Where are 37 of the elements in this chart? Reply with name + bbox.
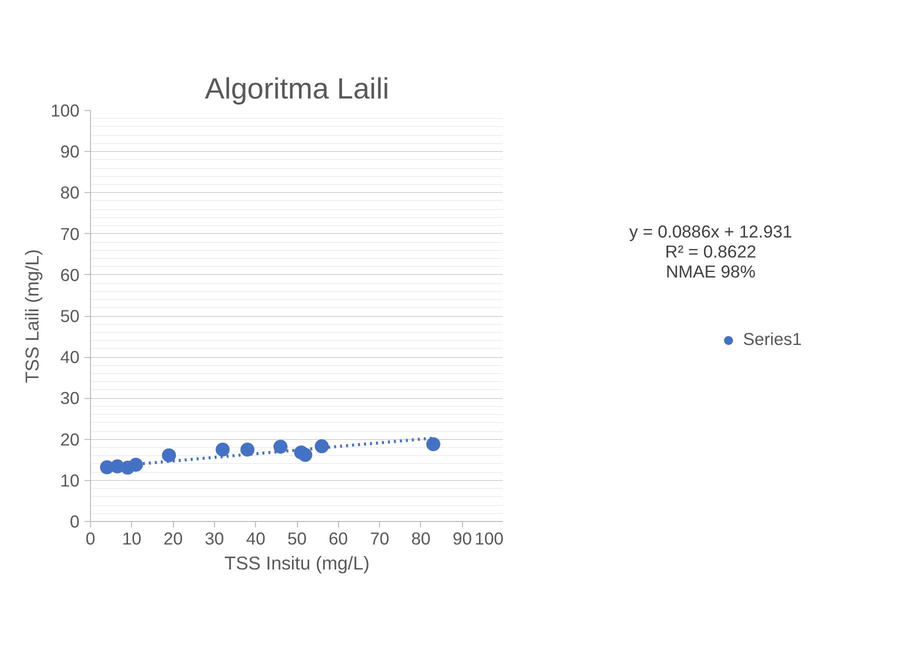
y-tick-label: 30 [60, 388, 80, 408]
point [128, 458, 143, 472]
x-tick-label: 40 [246, 528, 266, 548]
x-tick-label: 100 [474, 528, 504, 548]
point [240, 442, 254, 457]
point [426, 437, 440, 452]
x-tick-label: 80 [411, 528, 431, 548]
point [273, 440, 288, 454]
x-tick-label: 10 [122, 528, 142, 548]
text: NMAE 98% [666, 262, 756, 282]
x-tick-label: 30 [204, 528, 224, 548]
y-tick-label: 40 [60, 347, 80, 368]
y-tick-label: 60 [60, 264, 80, 285]
chart-title: Algoritma Laili [204, 72, 390, 106]
y-tick-label: 80 [60, 182, 80, 203]
x-tick-label: 50 [287, 528, 307, 548]
y-axis-title: TSS Laili (mg/L) [22, 249, 43, 383]
point [162, 448, 176, 462]
y-tick-label: 10 [60, 470, 80, 490]
x-tick-label: 70 [370, 528, 390, 548]
y-tick-label: 100 [50, 100, 80, 120]
x-axis-title: TSS Insitu (mg/L) [224, 552, 370, 574]
legend-label: Series1 [743, 329, 802, 350]
point [314, 439, 329, 454]
y-tick-label: 50 [60, 306, 80, 326]
y-tick-label: 70 [60, 224, 80, 244]
y-tick-label: 20 [60, 429, 80, 450]
x-tick-label: 0 [86, 528, 96, 548]
point [216, 442, 230, 457]
text: R² = 0.8622 [665, 242, 756, 262]
y-tick-label: 0 [70, 512, 80, 532]
x-tick-label: 20 [163, 528, 183, 548]
y-tick-label: 90 [60, 142, 80, 162]
x-tick-label: 60 [328, 528, 348, 548]
text: y = 0.0886x + 12.931 [629, 222, 792, 242]
point [298, 448, 312, 462]
x-tick-label: 90 [452, 528, 472, 548]
